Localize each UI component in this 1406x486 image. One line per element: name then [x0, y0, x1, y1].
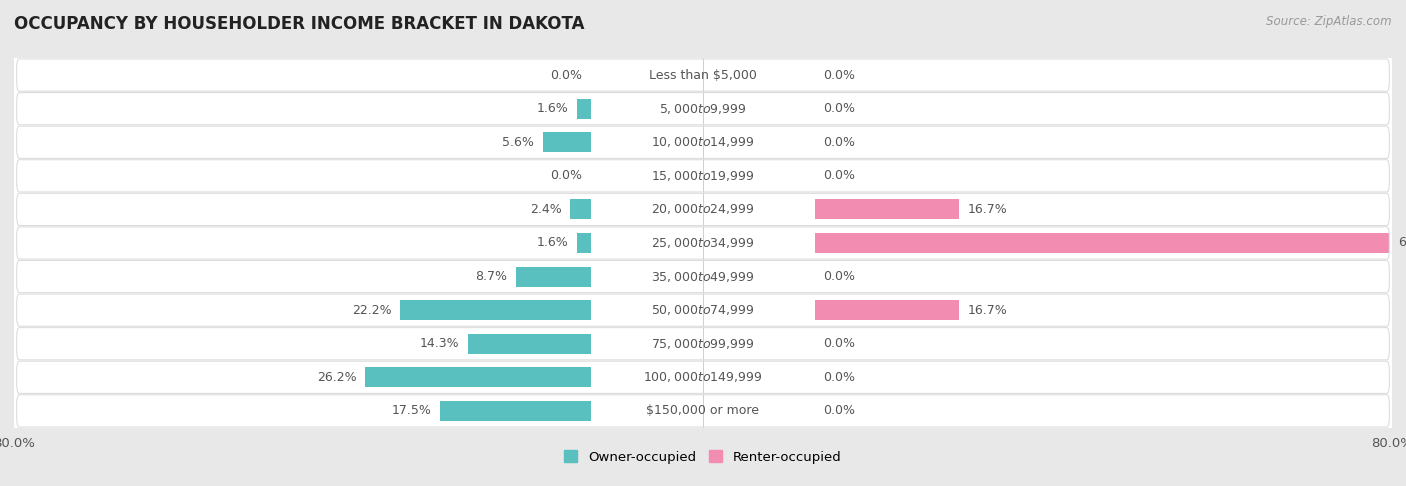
Text: 0.0%: 0.0% — [824, 69, 856, 82]
Text: 17.5%: 17.5% — [392, 404, 432, 417]
Text: 0.0%: 0.0% — [824, 102, 856, 115]
Bar — [14, 294, 1392, 327]
Text: $5,000 to $9,999: $5,000 to $9,999 — [659, 102, 747, 116]
Bar — [14, 58, 1392, 92]
Bar — [516, 266, 591, 287]
Text: $75,000 to $99,999: $75,000 to $99,999 — [651, 337, 755, 351]
Bar — [14, 226, 1392, 260]
Bar — [14, 394, 1392, 428]
Text: 2.4%: 2.4% — [530, 203, 562, 216]
Text: OCCUPANCY BY HOUSEHOLDER INCOME BRACKET IN DAKOTA: OCCUPANCY BY HOUSEHOLDER INCOME BRACKET … — [14, 15, 585, 33]
Bar — [14, 92, 1392, 125]
Bar — [815, 300, 959, 320]
Text: 66.7%: 66.7% — [1398, 237, 1406, 249]
Text: 16.7%: 16.7% — [967, 203, 1007, 216]
Bar — [578, 233, 591, 253]
Bar — [468, 334, 591, 354]
Text: 16.7%: 16.7% — [967, 304, 1007, 317]
Text: $100,000 to $149,999: $100,000 to $149,999 — [644, 370, 762, 384]
Text: $50,000 to $74,999: $50,000 to $74,999 — [651, 303, 755, 317]
Text: Less than $5,000: Less than $5,000 — [650, 69, 756, 82]
Text: 0.0%: 0.0% — [824, 371, 856, 384]
Bar — [815, 233, 1389, 253]
Text: Source: ZipAtlas.com: Source: ZipAtlas.com — [1267, 15, 1392, 28]
Text: $35,000 to $49,999: $35,000 to $49,999 — [651, 270, 755, 283]
Bar — [366, 367, 591, 387]
Bar — [578, 99, 591, 119]
Text: 0.0%: 0.0% — [824, 337, 856, 350]
Text: 0.0%: 0.0% — [824, 169, 856, 182]
Bar — [440, 401, 591, 421]
Text: $20,000 to $24,999: $20,000 to $24,999 — [651, 203, 755, 216]
Text: 0.0%: 0.0% — [550, 69, 582, 82]
Text: 0.0%: 0.0% — [550, 169, 582, 182]
Bar — [543, 132, 591, 152]
Text: 8.7%: 8.7% — [475, 270, 508, 283]
Legend: Owner-occupied, Renter-occupied: Owner-occupied, Renter-occupied — [560, 445, 846, 469]
Text: 26.2%: 26.2% — [318, 371, 357, 384]
Text: 22.2%: 22.2% — [352, 304, 391, 317]
Text: $25,000 to $34,999: $25,000 to $34,999 — [651, 236, 755, 250]
Text: 0.0%: 0.0% — [824, 136, 856, 149]
Bar — [14, 125, 1392, 159]
Bar — [399, 300, 591, 320]
Text: 14.3%: 14.3% — [419, 337, 460, 350]
Text: 1.6%: 1.6% — [537, 237, 568, 249]
Text: $10,000 to $14,999: $10,000 to $14,999 — [651, 135, 755, 149]
Text: 5.6%: 5.6% — [502, 136, 534, 149]
Bar — [14, 192, 1392, 226]
Text: $150,000 or more: $150,000 or more — [647, 404, 759, 417]
Text: 0.0%: 0.0% — [824, 404, 856, 417]
Bar — [14, 327, 1392, 361]
Text: 1.6%: 1.6% — [537, 102, 568, 115]
Bar — [815, 199, 959, 220]
Bar — [14, 260, 1392, 294]
Bar — [14, 361, 1392, 394]
Text: $15,000 to $19,999: $15,000 to $19,999 — [651, 169, 755, 183]
Bar — [14, 159, 1392, 192]
Text: 0.0%: 0.0% — [824, 270, 856, 283]
Bar — [571, 199, 591, 220]
